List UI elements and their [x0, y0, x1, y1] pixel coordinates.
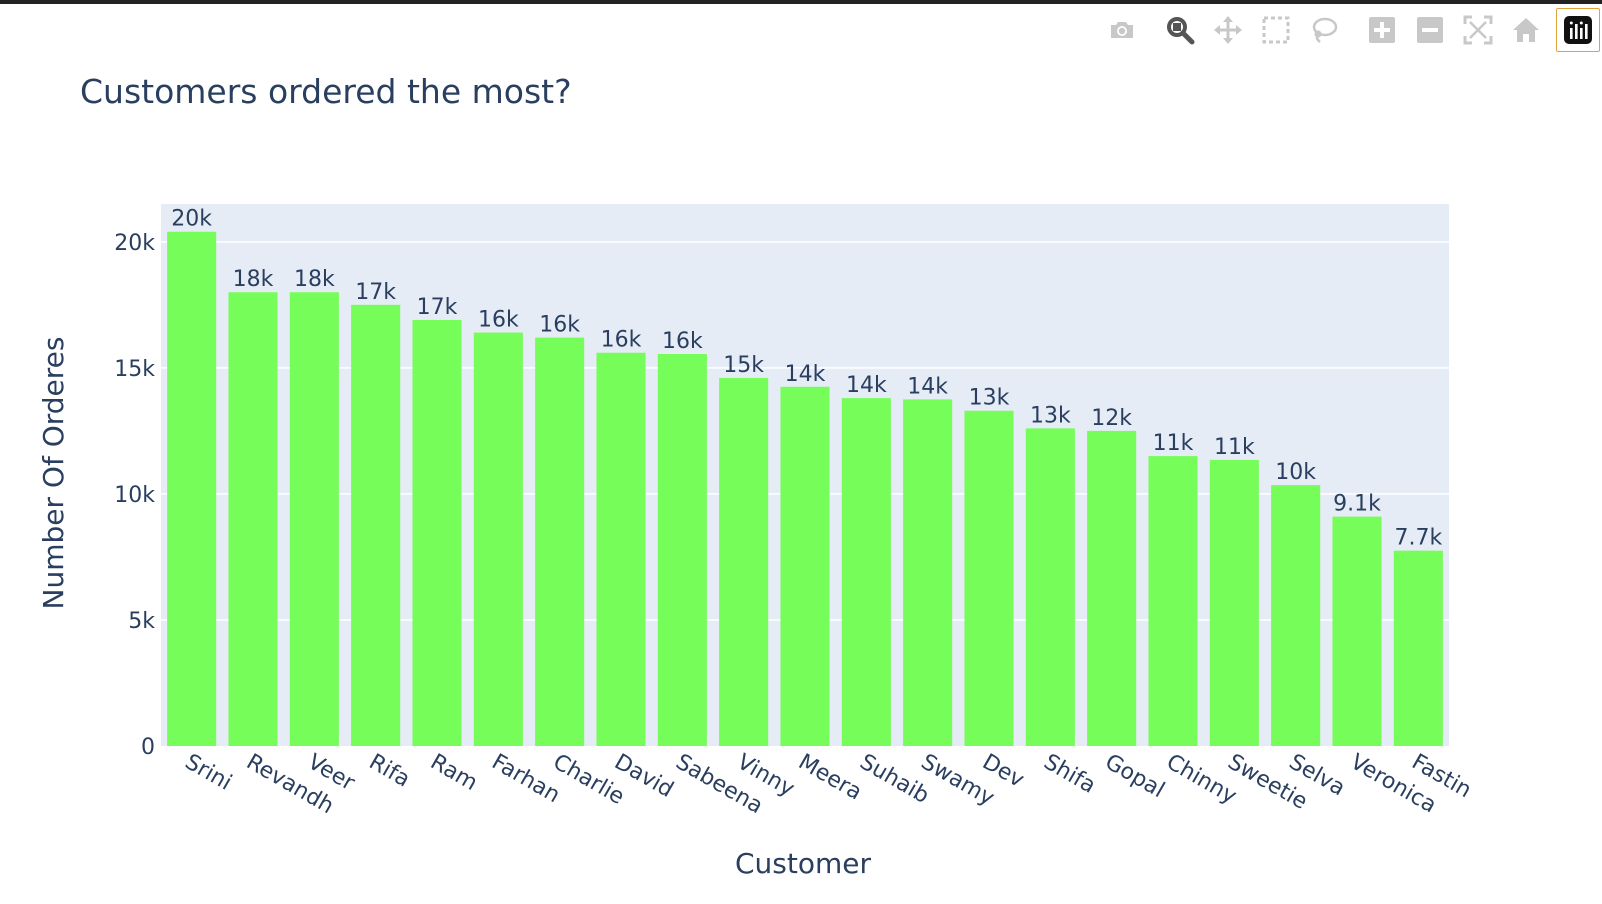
y-tick-label: 20k [114, 231, 155, 256]
plotly-logo-icon [1564, 16, 1592, 44]
y-axis-title: Number Of Orderes [37, 337, 70, 610]
x-tick-label: Suhaib [855, 750, 933, 809]
bar-srini[interactable] [167, 231, 217, 747]
reset-axes-button[interactable] [1508, 12, 1544, 48]
bar-value-label: 10k [1275, 460, 1316, 485]
bar-dev[interactable] [964, 410, 1014, 746]
zoom-out-icon [1417, 17, 1443, 43]
bar-value-label: 17k [355, 280, 396, 305]
bar-labels: 20k 18k 18k 17k 17k 16k 16k 16k 16k 15k 14k 14k 14k 1… [171, 207, 1442, 551]
bar-value-label: 16k [539, 313, 580, 338]
box-select-icon [1262, 16, 1290, 44]
bar-value-label: 11k [1214, 435, 1255, 460]
x-tick-label: Srini [181, 750, 236, 796]
bar-value-label: 9.1k [1333, 492, 1381, 517]
x-tick-label: Ram [426, 750, 482, 797]
bar-veer[interactable] [289, 292, 339, 746]
y-axis-ticks: 0 5k 10k 15k 20k [114, 231, 155, 760]
x-tick-label: Meera [794, 750, 866, 806]
x-tick-label: Chinny [1162, 750, 1241, 810]
bar-revandh[interactable] [228, 292, 278, 746]
modebar [1092, 8, 1602, 52]
bar-value-label: 20k [171, 207, 212, 232]
y-tick-label: 0 [141, 735, 155, 760]
y-tick-label: 5k [128, 609, 155, 634]
bar-chinny[interactable] [1148, 456, 1198, 746]
lasso-select-icon [1312, 17, 1338, 43]
bar-value-label: 16k [662, 329, 703, 354]
autoscale-icon [1463, 15, 1493, 45]
camera-icon [1111, 22, 1133, 38]
bar-charlie[interactable] [535, 337, 585, 746]
zoom-in-icon [1369, 17, 1395, 43]
bar-value-label: 13k [1030, 403, 1071, 428]
zoom-in-button[interactable] [1364, 12, 1400, 48]
bar-meera[interactable] [780, 386, 830, 746]
plotly-logo-button[interactable] [1556, 8, 1600, 52]
zoom-out-button[interactable] [1412, 12, 1448, 48]
bar-value-label: 18k [294, 267, 335, 292]
bar-value-label: 13k [969, 386, 1010, 411]
bar-value-label: 14k [907, 374, 948, 399]
x-tick-label: Farhan [487, 750, 564, 809]
box-select-button[interactable] [1258, 12, 1294, 48]
bar-suhaib[interactable] [841, 398, 891, 746]
bar-gopal[interactable] [1087, 430, 1137, 746]
bar-value-label: 18k [233, 267, 274, 292]
bar-sweetie[interactable] [1209, 459, 1259, 746]
bar-value-label: 17k [417, 295, 458, 320]
bar-ram[interactable] [412, 319, 462, 746]
zoom-icon [1167, 17, 1195, 45]
bar-value-label: 15k [723, 353, 764, 378]
pan-icon [1214, 16, 1242, 44]
bar-value-label: 16k [601, 328, 642, 353]
x-tick-label: Gopal [1101, 750, 1169, 804]
bar-value-label: 14k [846, 373, 887, 398]
bars [167, 231, 1443, 747]
bar-fastin[interactable] [1393, 550, 1443, 746]
x-tick-label: Shifa [1039, 750, 1099, 799]
bar-value-label: 11k [1153, 431, 1194, 456]
x-axis-title: Customer [735, 847, 871, 880]
bar-david[interactable] [596, 352, 646, 746]
pan-button[interactable] [1210, 12, 1246, 48]
bar-value-label: 14k [785, 362, 826, 387]
bar-value-label: 12k [1091, 406, 1132, 431]
bar-value-label: 7.7k [1394, 526, 1442, 551]
chart-title: Customers ordered the most? [80, 72, 572, 111]
x-tick-label: Rifa [365, 750, 414, 793]
bar-swamy[interactable] [903, 399, 953, 746]
bar-sabeena[interactable] [657, 353, 707, 746]
zoom-button[interactable] [1162, 12, 1198, 48]
y-tick-label: 10k [114, 483, 155, 508]
bar-selva[interactable] [1271, 485, 1321, 746]
y-tick-label: 15k [114, 357, 155, 382]
bar-vinny[interactable] [719, 377, 769, 746]
bar-rifa[interactable] [351, 304, 401, 746]
bar-farhan[interactable] [473, 332, 523, 746]
top-border [0, 0, 1602, 4]
camera-button[interactable] [1104, 12, 1140, 48]
autoscale-button[interactable] [1460, 12, 1496, 48]
lasso-select-button[interactable] [1306, 12, 1342, 48]
bar-shifa[interactable] [1025, 428, 1075, 746]
home-icon [1513, 18, 1539, 42]
bar-value-label: 16k [478, 308, 519, 333]
bar-veronica[interactable] [1332, 516, 1382, 746]
